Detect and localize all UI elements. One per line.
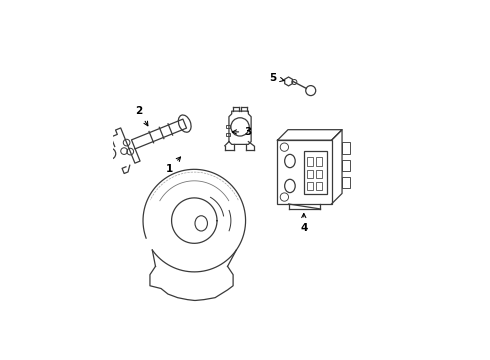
Bar	[342, 177, 350, 188]
Bar	[316, 157, 321, 166]
Bar	[342, 159, 350, 171]
Text: 2: 2	[135, 106, 148, 126]
Bar	[304, 151, 327, 194]
Bar	[307, 182, 313, 190]
Text: 1: 1	[166, 157, 180, 174]
Bar	[342, 143, 350, 153]
Text: 4: 4	[300, 213, 308, 233]
Bar	[277, 140, 332, 204]
Bar	[316, 170, 321, 178]
Bar	[307, 157, 313, 166]
Bar	[226, 133, 229, 136]
Bar	[226, 125, 229, 128]
Text: 3: 3	[232, 127, 251, 137]
Bar	[316, 182, 321, 190]
Bar	[307, 170, 313, 178]
Text: 5: 5	[270, 73, 284, 83]
